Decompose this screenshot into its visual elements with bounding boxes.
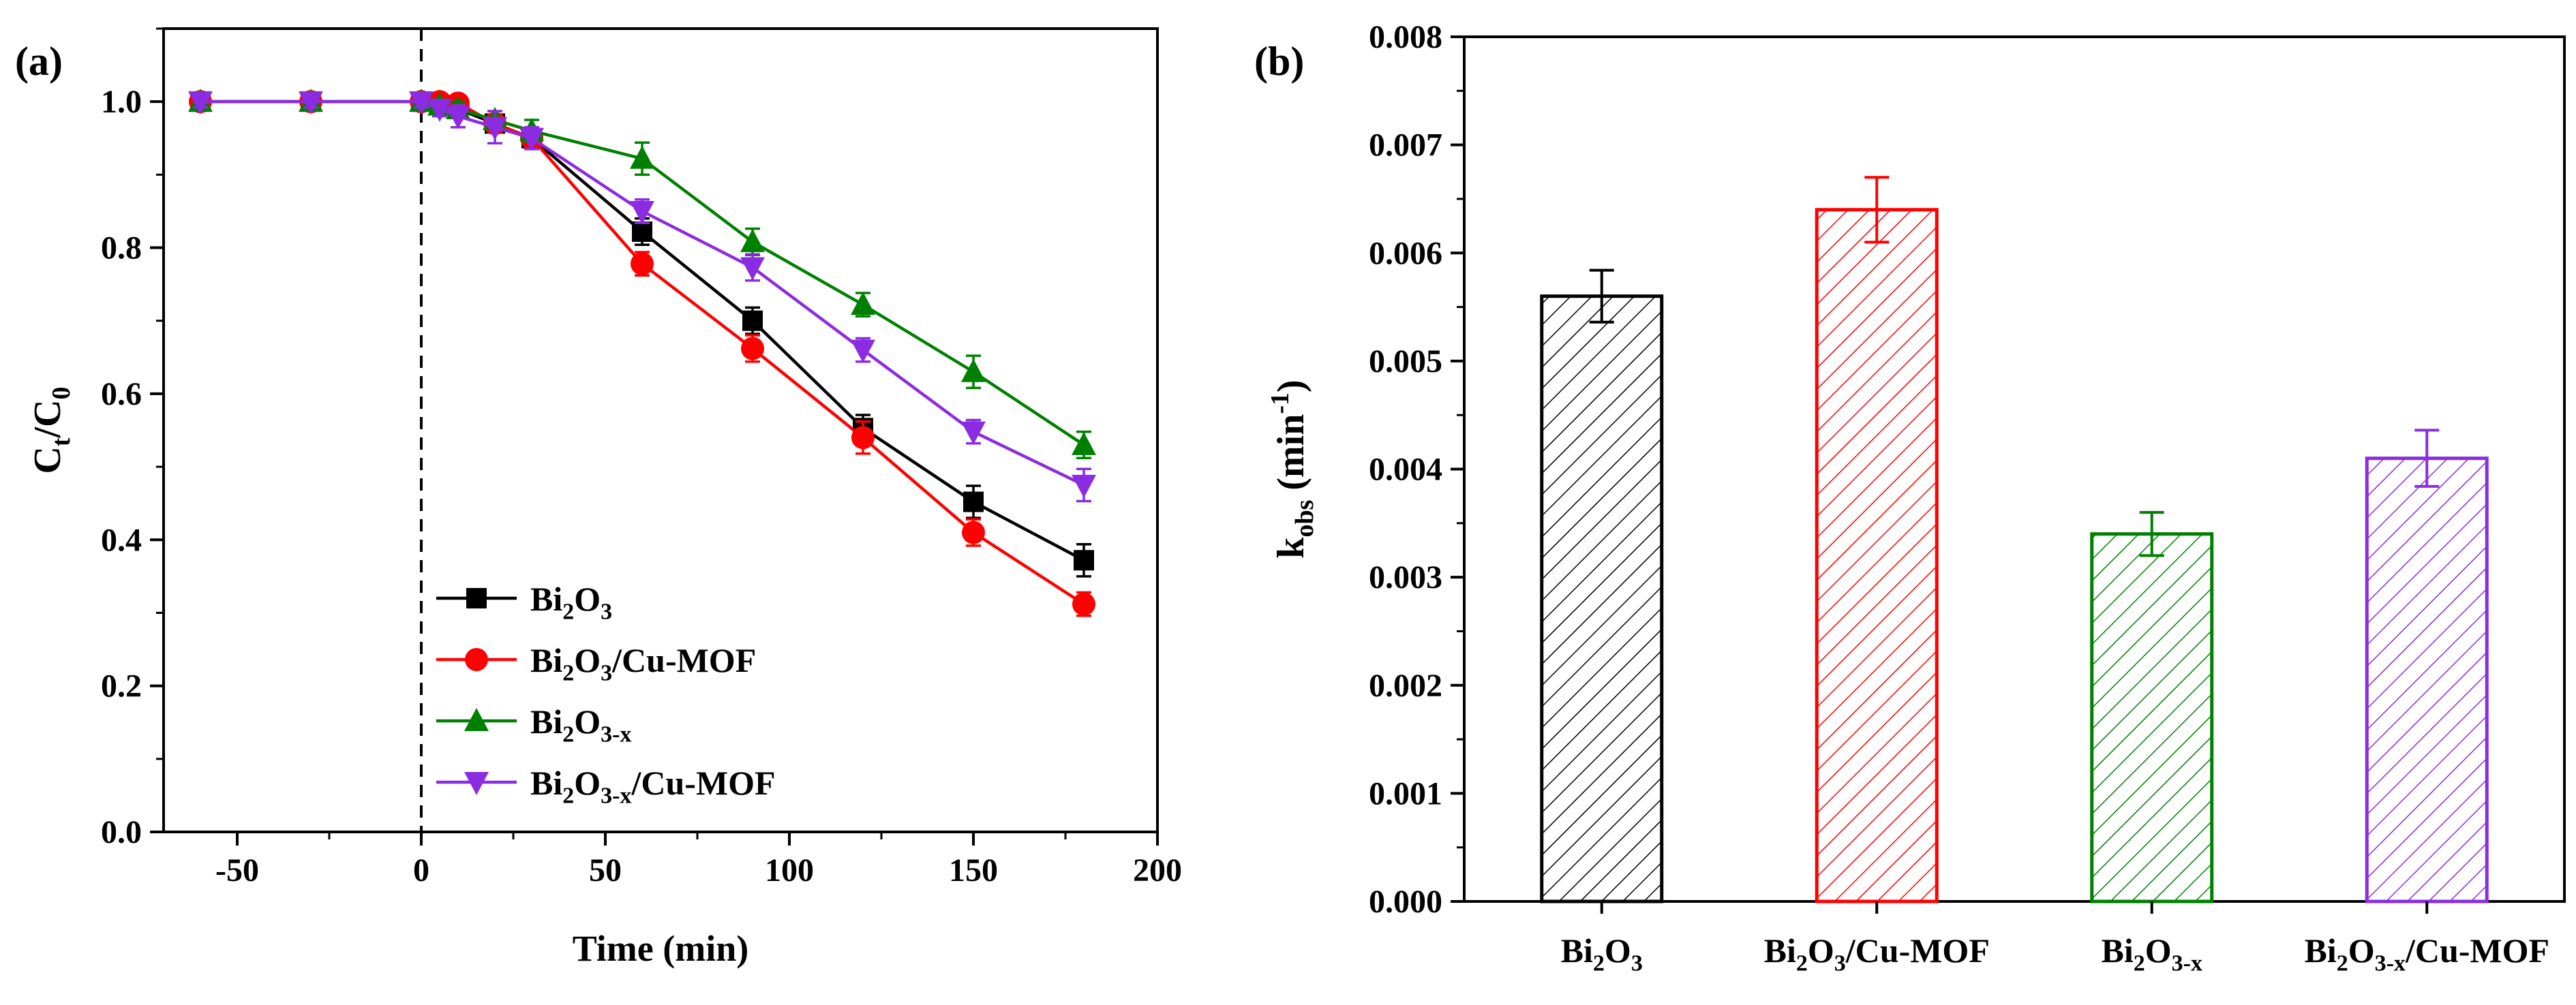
data-point: [740, 228, 765, 252]
data-point: [427, 98, 452, 122]
data-point: [630, 145, 654, 169]
data-point: [851, 292, 875, 315]
legend-marker: [466, 588, 487, 608]
data-point: [1074, 550, 1094, 571]
legend: Bi2O3 Bi2O3/Cu-MOF Bi2O3-x Bi2O3-x/Cu-MOF: [436, 580, 776, 809]
data-point: [741, 337, 764, 360]
y-tick-label: 0.6: [101, 376, 142, 412]
y-tick-label: 0.005: [1369, 343, 1442, 380]
panel-b-bar-chart: 0.000 0.001 0.002 0.003 0.004 0.005 0.006 0.007…: [1254, 19, 2566, 976]
data-point: [740, 257, 765, 281]
bar-group: [2365, 429, 2489, 903]
bar: [1540, 294, 1664, 903]
legend-label: Bi2O3-x: [530, 702, 631, 747]
panel-a-frame: [162, 27, 1159, 833]
category-label: Bi2O3: [1561, 931, 1643, 976]
panel-b-label: (b): [1254, 39, 1304, 84]
bar: [2090, 532, 2214, 903]
data-point: [961, 421, 986, 445]
y-tick-label: 0.2: [101, 668, 142, 705]
data-point: [1072, 592, 1095, 616]
y-tick-label: 0.007: [1369, 127, 1442, 164]
legend-label: Bi2O3/Cu-MOF: [530, 641, 756, 686]
data-point: [742, 310, 763, 331]
data-point: [1072, 474, 1096, 498]
data-point: [1072, 431, 1096, 455]
bar-group: [1540, 268, 1664, 903]
y-tick-label: 0.004: [1369, 452, 1442, 488]
y-tick-label: 0.4: [101, 522, 142, 558]
bar: [1815, 208, 1939, 903]
data-point: [299, 91, 323, 115]
x-tick-label: 150: [949, 852, 998, 888]
series-line: [200, 99, 1085, 486]
data-point: [446, 106, 470, 129]
series-Bi2O3-x/Cu-MOF: [188, 91, 1096, 503]
category-label: Bi2O3/Cu-MOF: [1764, 931, 1990, 976]
data-point: [632, 221, 652, 242]
y-tick-label: 0.001: [1369, 775, 1442, 811]
data-point: [483, 117, 507, 140]
data-point: [519, 127, 544, 151]
data-point: [962, 521, 985, 544]
data-point: [963, 491, 984, 512]
y-tick-label: 0.006: [1369, 235, 1442, 271]
x-tick-label: 0: [413, 852, 429, 888]
y-tick-label: 1.0: [101, 84, 142, 120]
x-axis-title: Time (min): [573, 928, 748, 969]
y-tick-label: 0.000: [1369, 884, 1442, 920]
y-tick-label: 0.008: [1369, 19, 1442, 55]
y-axis-title: kobs (min-1): [1266, 380, 1319, 558]
bar: [2365, 457, 2489, 903]
y-tick-label: 0.002: [1369, 668, 1442, 704]
legend-marker: [464, 772, 489, 795]
data-point: [188, 91, 213, 115]
x-tick-label: -50: [215, 852, 259, 888]
y-axis-title: Ct/C0: [27, 386, 76, 474]
data-point: [409, 91, 434, 115]
bar-group: [2090, 510, 2214, 903]
y-tick-label: 0.8: [101, 230, 142, 266]
category-label: Bi2O3-x: [2102, 931, 2202, 976]
y-tick-label: 0.0: [101, 814, 142, 850]
data-point: [631, 252, 654, 276]
data-point: [961, 358, 986, 382]
legend-label: Bi2O3-x/Cu-MOF: [530, 764, 776, 809]
legend-marker: [464, 708, 489, 731]
series-line: [200, 99, 1085, 606]
y-tick-label: 0.003: [1369, 559, 1442, 596]
data-point: [851, 426, 875, 450]
x-tick-label: 200: [1133, 852, 1182, 888]
panel-a-line-chart: -50 0 50 100 150 200 0.0 0.2 0.4 0.6 0.8 1.0 (a) Time…: [15, 27, 1182, 969]
bar-group: [1815, 176, 1939, 903]
legend-marker: [465, 648, 488, 671]
legend-label: Bi2O3: [530, 580, 612, 625]
x-tick-label: 50: [589, 852, 622, 888]
data-point: [851, 339, 875, 363]
x-tick-label: 100: [765, 852, 814, 888]
panel-a-label: (a): [15, 39, 63, 84]
category-label: Bi2O3-x/Cu-MOF: [2304, 931, 2549, 976]
data-point: [630, 200, 654, 224]
